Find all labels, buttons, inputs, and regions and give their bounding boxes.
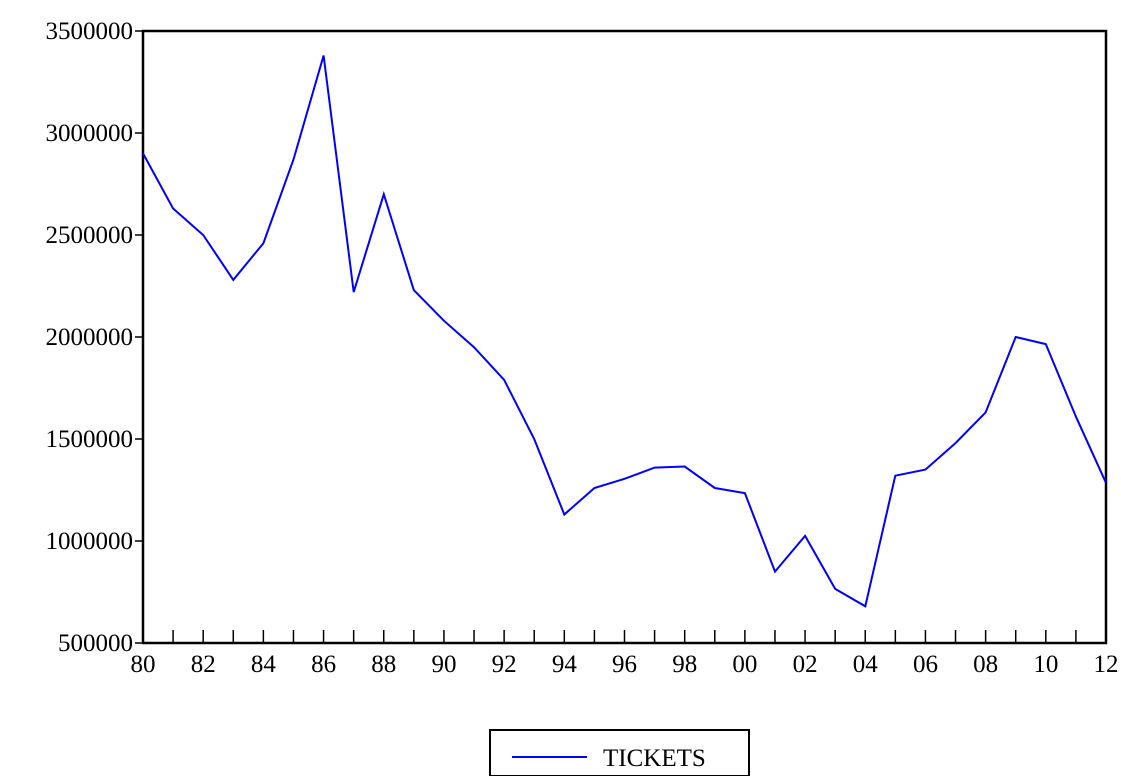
- legend-label-tickets: TICKETS: [603, 745, 706, 772]
- x-tick-label: 96: [612, 651, 637, 678]
- x-tick-label: 98: [672, 651, 697, 678]
- x-tick-label: 86: [311, 651, 336, 678]
- x-tick-label: 90: [431, 651, 456, 678]
- x-tick-label: 82: [191, 651, 216, 678]
- x-tick-label: 88: [371, 651, 396, 678]
- x-tick-label: 02: [793, 651, 818, 678]
- x-axis-ticks: [143, 630, 1106, 643]
- y-axis-tick-labels: 500000 1000000 1500000 2000000 2500000 300000…: [46, 18, 134, 657]
- x-tick-label: 08: [973, 651, 998, 678]
- x-tick-label: 04: [853, 651, 879, 678]
- y-tick-label: 1000000: [46, 528, 134, 555]
- y-tick-label: 2500000: [46, 222, 134, 249]
- x-tick-label: 84: [251, 651, 277, 678]
- y-tick-label: 2000000: [46, 324, 134, 351]
- plot-frame: [143, 31, 1106, 643]
- x-tick-label: 06: [913, 651, 938, 678]
- y-tick-label: 500000: [58, 630, 133, 657]
- x-tick-label: 00: [732, 651, 757, 678]
- x-tick-label: 94: [552, 651, 578, 678]
- y-tick-label: 3000000: [46, 120, 134, 147]
- x-axis-tick-labels: 80 82 84 86 88 90 92 94 96 98 00 02 04 06 08 10 12: [131, 651, 1119, 678]
- y-tick-label: 3500000: [46, 18, 134, 45]
- x-tick-label: 12: [1094, 651, 1119, 678]
- x-tick-label: 80: [131, 651, 156, 678]
- series-line-tickets: [143, 56, 1106, 607]
- x-tick-label: 10: [1033, 651, 1058, 678]
- legend: TICKETS: [490, 730, 749, 776]
- x-tick-label: 92: [492, 651, 517, 678]
- y-tick-label: 1500000: [46, 426, 134, 453]
